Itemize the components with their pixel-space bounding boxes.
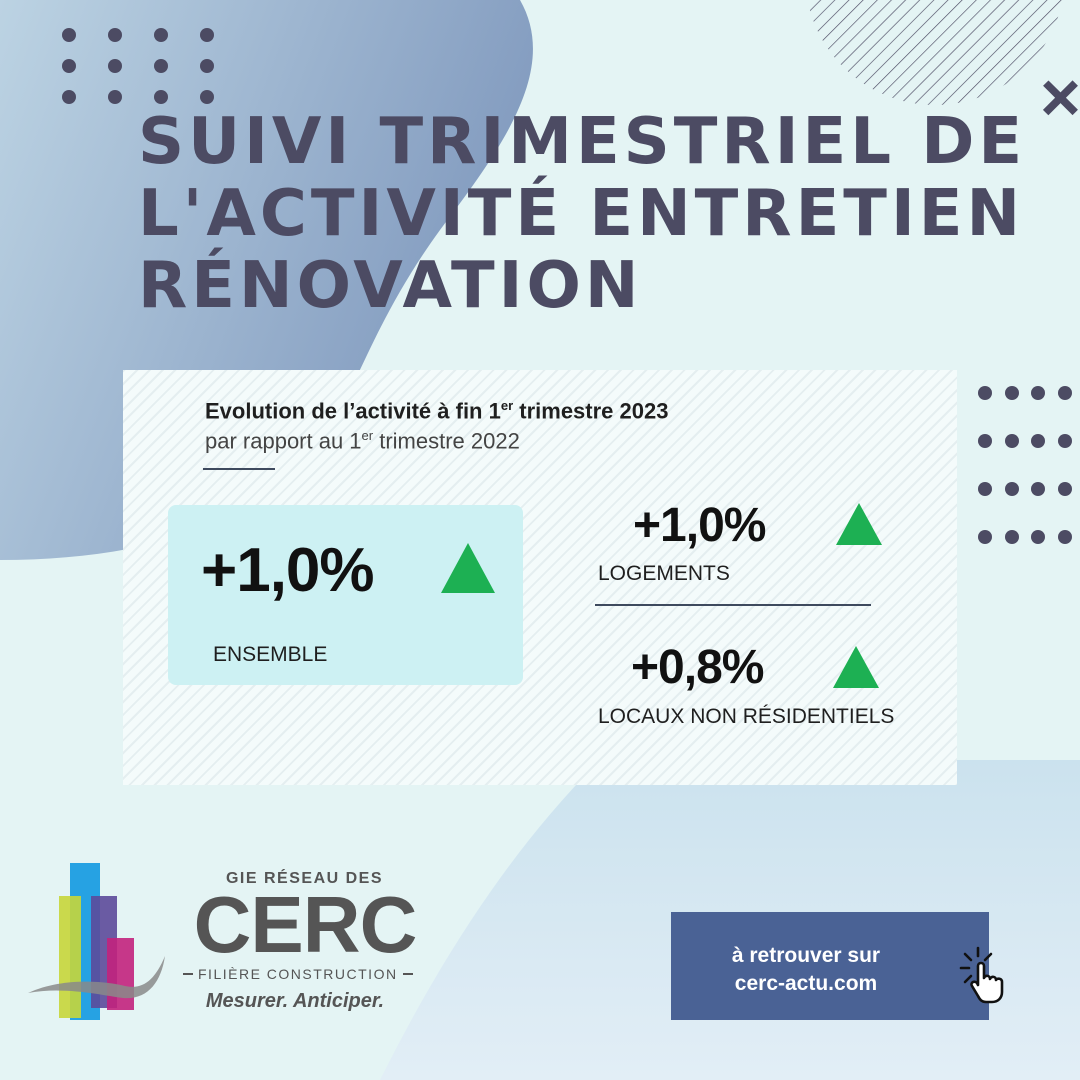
cta-line-2: cerc-actu.com [734,972,878,995]
up-arrow-icon [441,543,495,593]
dot-grid-right [978,386,1072,544]
logo-buildings-icon [28,863,165,1020]
website-link-button[interactable]: à retrouver sur cerc-actu.com [671,912,1004,1020]
card-subtitle: par rapport au 1er trimestre 2022 [205,428,520,454]
logo-sub-text: FILIÈRE CONSTRUCTION [183,966,413,982]
metric-logements-value: +1,0% [633,499,766,552]
activity-card: Evolution de l’activité à fin 1er trimes… [123,370,957,785]
page-title: SUIVI TRIMESTRIEL DE L'ACTIVITÉ ENTRETIE… [138,105,1027,323]
up-arrow-icon [836,503,882,545]
logo-main-text: CERC [193,880,418,969]
metric-locaux-value: +0,8% [631,641,764,694]
cerc-logo: GIE RÉSEAU DES CERC FILIÈRE CONSTRUCTION… [25,858,425,1028]
card-title: Evolution de l’activité à fin 1er trimes… [205,398,669,424]
logo-top-text: GIE RÉSEAU DES [225,870,384,887]
metric-divider [595,604,871,606]
title-underline [203,468,275,470]
cta-line-1: à retrouver sur [731,944,881,967]
up-arrow-icon [833,646,879,688]
metric-ensemble: +1,0% ENSEMBLE [168,505,523,685]
close-icon[interactable]: × [1040,58,1080,136]
logo-tagline: Mesurer. Anticiper. [205,990,385,1012]
metric-locaux-label: LOCAUX NON RÉSIDENTIELS [598,705,895,728]
metric-ensemble-value: +1,0% [201,536,375,605]
metric-logements-label: LOGEMENTS [598,562,730,585]
dot-grid-top-left [62,28,214,104]
hand-cursor-icon [959,946,1004,1004]
metric-ensemble-label: ENSEMBLE [213,643,328,666]
